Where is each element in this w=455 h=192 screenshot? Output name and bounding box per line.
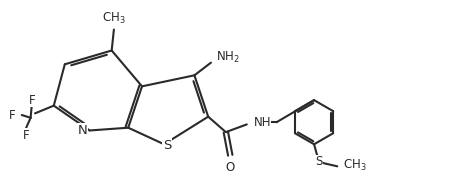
Text: NH$_2$: NH$_2$	[217, 50, 240, 65]
Text: O: O	[226, 161, 235, 174]
Text: CH$_3$: CH$_3$	[343, 158, 366, 173]
Text: N: N	[78, 124, 87, 137]
Text: F: F	[23, 129, 30, 142]
Text: S: S	[163, 139, 172, 152]
Text: S: S	[315, 155, 322, 168]
Text: NH: NH	[253, 116, 271, 129]
Text: CH$_3$: CH$_3$	[102, 11, 126, 26]
Text: F: F	[9, 108, 15, 122]
Text: F: F	[28, 94, 35, 107]
